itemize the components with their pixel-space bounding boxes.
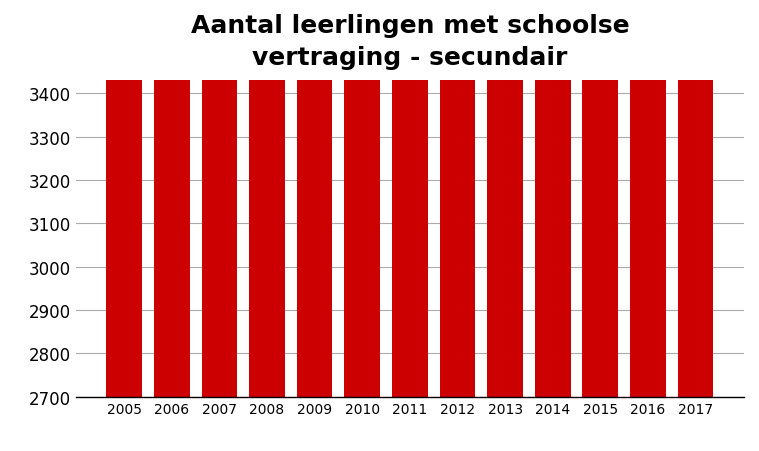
Bar — [630, 0, 666, 397]
Bar — [535, 0, 571, 397]
Bar — [487, 0, 523, 397]
Bar — [678, 0, 713, 397]
Bar — [439, 0, 475, 397]
Bar — [201, 0, 238, 397]
Title: Aantal leerlingen met schoolse
vertraging - secundair: Aantal leerlingen met schoolse vertragin… — [191, 14, 629, 69]
Bar — [392, 0, 428, 397]
Bar — [297, 0, 332, 397]
Bar — [582, 0, 619, 397]
Bar — [106, 0, 142, 397]
Bar — [345, 0, 380, 397]
Bar — [249, 0, 285, 397]
Bar — [154, 0, 190, 397]
